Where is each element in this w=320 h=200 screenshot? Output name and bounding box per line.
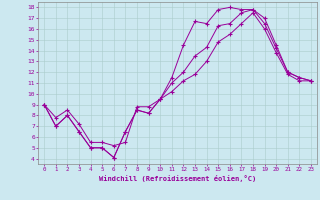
X-axis label: Windchill (Refroidissement éolien,°C): Windchill (Refroidissement éolien,°C) [99,175,256,182]
